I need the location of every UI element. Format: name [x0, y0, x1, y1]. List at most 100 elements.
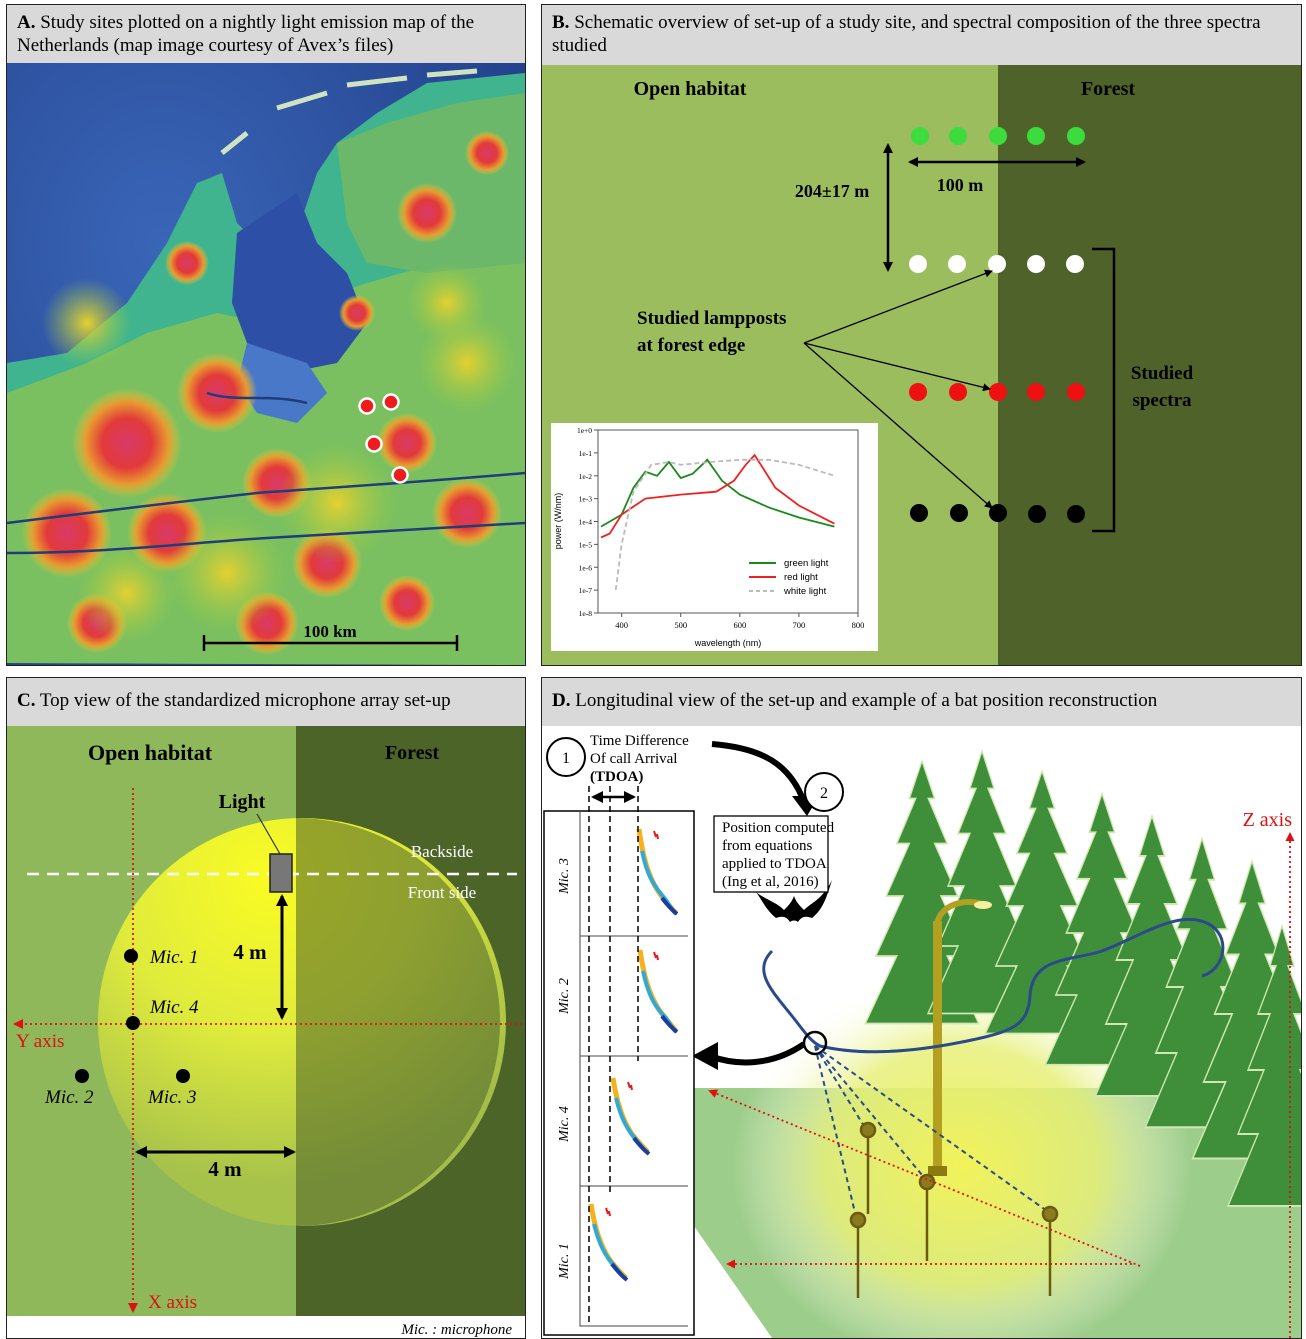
chart-x-tick-label: 600	[733, 620, 746, 630]
front-side-label: Front side	[408, 883, 476, 902]
flow-arrow-to-recordings	[708, 1041, 806, 1066]
forest-label: Forest	[1081, 78, 1135, 100]
panel-c-letter: C.	[17, 690, 36, 711]
mic-1-marker	[124, 949, 138, 963]
chart-x-tick-label: 700	[793, 620, 806, 630]
study-site-marker	[365, 435, 383, 453]
chart-y-tick-label: 1e-8	[579, 609, 593, 618]
study-site-marker	[382, 393, 400, 411]
y-axis-label: Y axis	[16, 1031, 64, 1052]
recordings-frame	[543, 810, 695, 1336]
study-site-markers	[358, 393, 409, 484]
x-axis-label: X axis	[148, 1292, 197, 1313]
chart-series-line-1	[600, 458, 835, 528]
vertical-distance-label: 204±17 m	[795, 181, 869, 201]
chart-background	[551, 423, 878, 651]
netherlands-light-map: 100 km	[7, 63, 525, 665]
open-habitat-label: Open habitat	[88, 740, 213, 765]
chart-x-tick-label: 500	[674, 620, 687, 630]
mic-4-recording-label: Mic. 4	[557, 1106, 572, 1143]
mic-2-marker	[75, 1069, 89, 1083]
panel-b-letter: B.	[552, 12, 570, 33]
step-2-line3: applied to TDOA	[722, 856, 827, 872]
panel-b-title: Schematic overview of set-up of a study …	[552, 12, 1261, 56]
sound-ray-lines	[814, 1045, 1048, 1222]
longitudinal-view: Z axis 1 Time Difference Of call Arrival…	[543, 733, 1301, 1338]
step-2-line4: (Ing et al, 2016)	[722, 874, 819, 890]
tdoa-guide-lines	[588, 786, 639, 1326]
panel-b: B. Schematic overview of set-up of a stu…	[541, 4, 1302, 666]
chart-x-axis-label: wavelength (nm)	[694, 638, 762, 648]
forest-shadow-on-cone	[296, 818, 500, 1226]
chart-y-tick-label: 1e+0	[577, 426, 592, 435]
white-lamppost-row	[909, 255, 1084, 273]
mic-1-recording: Mic. 1	[557, 1186, 688, 1327]
chart-y-tick-label: 1e-1	[579, 449, 593, 458]
step-1-line2: Of call Arrival	[590, 751, 677, 767]
rivers	[7, 391, 525, 555]
spectra-bracket	[1092, 247, 1116, 533]
step-2-line2: from equations	[722, 838, 813, 854]
panel-c-header: C. Top view of the standardized micropho…	[7, 678, 525, 726]
mic-4-marker	[126, 1016, 140, 1030]
chart-y-tick-label: 1e-3	[579, 495, 593, 504]
z-axis-label: Z axis	[1243, 809, 1293, 831]
study-site-marker	[391, 466, 409, 484]
step-1-number: 1	[562, 750, 570, 767]
wadden-islands	[220, 68, 478, 155]
horizontal-distance-label: 100 m	[937, 175, 984, 195]
forest-label: Forest	[385, 742, 439, 764]
bat-flight-path	[762, 917, 1225, 1054]
mic-2-recording-label: Mic. 2	[557, 978, 572, 1015]
chart-y-axis-label: power (W/nm)	[553, 493, 563, 550]
black-lamppost-row	[910, 504, 1085, 523]
legend-label-red: red light	[784, 572, 818, 583]
step-1-line3: (TDOA)	[590, 769, 643, 785]
panel-a-title: Study sites plotted on a nightly light e…	[17, 12, 475, 56]
step-2-box	[713, 815, 829, 893]
mic-2-recording: Mic. 2	[557, 936, 688, 1057]
step-2-line1: Position computed	[722, 820, 835, 836]
open-habitat-label: Open habitat	[634, 78, 747, 100]
horizontal-distance-label: 4 m	[208, 1157, 242, 1181]
step-2: 2 Position computed from equations appli…	[713, 772, 844, 893]
panel-d: D. Longitudinal view of the set-up and e…	[541, 677, 1302, 1339]
panel-c: C. Top view of the standardized micropho…	[6, 677, 526, 1339]
mic-4-recording: Mic. 4	[557, 1056, 688, 1187]
spectra-label-line1: Studied	[1131, 363, 1194, 384]
microphone-poles	[849, 1121, 1059, 1298]
mic-3-recording-label: Mic. 3	[557, 858, 572, 895]
microphone-array-top-view: Open habitat Forest Backside Front side …	[7, 726, 525, 1338]
x-axis-line	[708, 1089, 1141, 1267]
mic-1-label: Mic. 1	[149, 947, 199, 968]
chart-y-tick-label: 1e-5	[579, 540, 593, 549]
ijsselmeer	[232, 193, 367, 373]
bat-icon	[756, 880, 832, 922]
panel-a-letter: A.	[17, 12, 36, 33]
study-site-marker	[358, 397, 376, 415]
green-lamppost-row	[911, 127, 1085, 145]
mic-3-marker	[176, 1069, 190, 1083]
legend-label-green: green light	[784, 558, 829, 569]
scale-bar-label: 100 km	[303, 622, 356, 641]
flow-arrow-to-recordings-head	[692, 1042, 718, 1070]
step-1-circle	[546, 737, 586, 777]
step-1: 1 Time Difference Of call Arrival (TDOA)	[546, 733, 689, 785]
red-lamppost-row	[909, 383, 1085, 401]
step-1-line1: Time Difference	[590, 733, 689, 749]
legend-label-white: white light	[783, 586, 827, 597]
panel-d-header: D. Longitudinal view of the set-up and e…	[542, 678, 1301, 726]
panel-d-letter: D.	[552, 690, 571, 711]
chart-y-tick-label: 1e-6	[579, 563, 593, 572]
spectra-label-line2: spectra	[1132, 390, 1192, 411]
chart-y-tick-label: 1e-7	[579, 586, 593, 595]
lamppost-pointer-lines	[803, 269, 993, 509]
light-label: Light	[219, 791, 266, 813]
chart-x-tick-label: 800	[852, 620, 865, 630]
chart-y-tick-label: 1e-2	[579, 472, 593, 481]
chart-series-line-3	[614, 458, 835, 591]
lampposts-label-line1: Studied lampposts	[637, 308, 786, 329]
footnote: Mic. : microphone	[400, 1322, 512, 1338]
panel-a: A. Study sites plotted on a nightly ligh…	[6, 4, 526, 666]
step-2-circle	[804, 772, 844, 812]
